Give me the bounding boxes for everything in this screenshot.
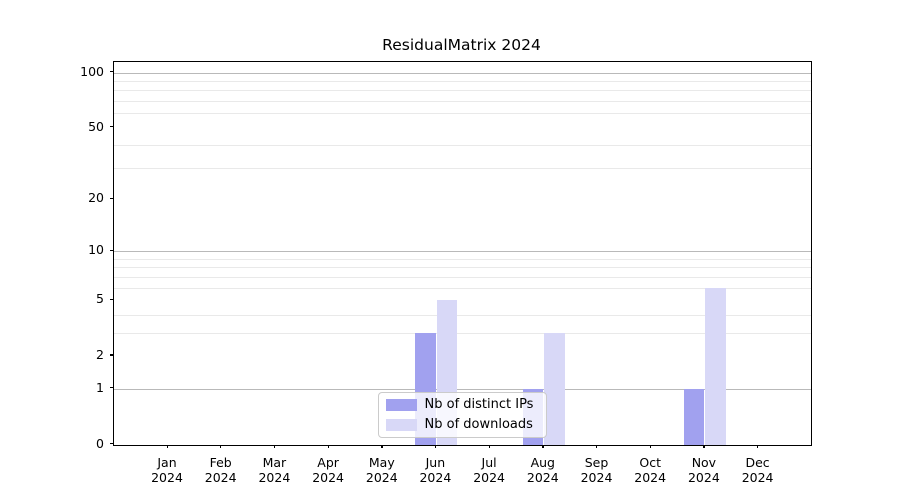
y-tick-mark — [109, 126, 113, 128]
x-tick-label-month: Dec — [745, 455, 770, 470]
x-tick-label: Dec 2024 — [726, 455, 790, 485]
gridline-minor — [114, 100, 811, 102]
x-tick-label-month: Jul — [481, 455, 497, 470]
x-tick-label-month: May — [368, 455, 395, 470]
x-tick-label-month: Oct — [639, 455, 661, 470]
x-tick-mark — [703, 444, 705, 449]
y-tick-label: 1 — [96, 379, 104, 395]
gridline-major — [114, 251, 811, 253]
x-tick-mark — [327, 444, 329, 449]
x-tick-mark — [649, 444, 651, 449]
x-tick-label: Nov 2024 — [672, 455, 736, 485]
legend-row: Nb of distinct IPs — [386, 396, 538, 413]
gridline-minor — [114, 267, 811, 269]
x-tick-mark — [757, 444, 759, 449]
y-tick-label: 10 — [88, 241, 104, 257]
x-tick-label-month: Jun — [425, 455, 446, 470]
x-tick-label: Apr 2024 — [296, 455, 360, 485]
legend-label: Nb of distinct IPs — [424, 397, 534, 413]
legend-label: Nb of downloads — [424, 417, 533, 433]
y-tick-label: 100 — [80, 63, 104, 79]
x-tick-label: Jul 2024 — [457, 455, 521, 485]
bar-downloads — [544, 332, 565, 445]
gridline-minor — [114, 314, 811, 316]
gridline-minor — [114, 80, 811, 82]
x-tick-mark — [381, 444, 383, 449]
x-tick-label-year: 2024 — [526, 470, 559, 486]
x-tick-label-year: 2024 — [151, 470, 183, 486]
x-tick-label-month: Mar — [262, 455, 287, 470]
gridline-minor — [114, 332, 811, 334]
legend-swatch-downloads — [386, 418, 417, 431]
legend-swatch-distinct-ips — [386, 398, 417, 411]
gridline-minor — [114, 258, 811, 260]
y-tick-mark — [109, 249, 113, 251]
gridline-minor — [114, 167, 811, 169]
x-tick-mark — [220, 444, 222, 449]
x-tick-mark — [488, 444, 490, 449]
x-tick-label: Jan 2024 — [135, 455, 199, 485]
x-tick-label: Oct 2024 — [618, 455, 682, 485]
x-tick-label-month: Jan — [157, 455, 177, 470]
gridline-minor — [114, 90, 811, 92]
x-tick-label-year: 2024 — [258, 470, 291, 486]
x-tick-label: May 2024 — [350, 455, 414, 485]
x-tick-label-year: 2024 — [204, 470, 237, 486]
x-tick-label-year: 2024 — [687, 470, 720, 486]
x-tick-label-month: Aug — [530, 455, 555, 470]
x-tick-label-month: Apr — [317, 455, 339, 470]
gridline-major — [114, 72, 811, 74]
gridline-minor — [114, 113, 811, 115]
y-tick-mark — [109, 354, 113, 356]
x-tick-mark — [166, 444, 168, 449]
x-tick-label: Sep 2024 — [565, 455, 629, 485]
y-tick-mark — [109, 71, 113, 73]
y-tick-mark — [109, 387, 113, 389]
gridline-minor — [114, 287, 811, 289]
x-tick-label: Mar 2024 — [242, 455, 306, 485]
y-tick-mark — [109, 298, 113, 300]
legend-row: Nb of downloads — [386, 416, 538, 433]
x-tick-label-year: 2024 — [580, 470, 613, 486]
y-tick-label: 5 — [96, 290, 104, 306]
legend: Nb of distinct IPs Nb of downloads — [378, 391, 547, 438]
y-tick-label: 2 — [96, 346, 104, 362]
chart-title: ResidualMatrix 2024 — [382, 36, 541, 54]
y-tick-label: 0 — [96, 435, 104, 451]
x-tick-mark — [596, 444, 598, 449]
gridline-minor — [114, 145, 811, 147]
x-tick-mark — [542, 444, 544, 449]
x-tick-label-year: 2024 — [741, 470, 774, 486]
gridline-minor — [114, 276, 811, 278]
x-tick-label-month: Feb — [209, 455, 232, 470]
x-tick-label: Jun 2024 — [403, 455, 467, 485]
x-tick-label: Aug 2024 — [511, 455, 575, 485]
plot-area — [113, 61, 812, 446]
bar-downloads — [705, 287, 726, 445]
y-tick-mark — [109, 443, 113, 445]
bar-distinct-ips — [683, 388, 705, 445]
y-tick-label: 20 — [88, 189, 104, 205]
x-tick-label-year: 2024 — [365, 470, 398, 486]
x-tick-label-month: Sep — [584, 455, 609, 470]
x-tick-label-year: 2024 — [419, 470, 452, 486]
x-tick-label: Feb 2024 — [189, 455, 253, 485]
x-tick-label-year: 2024 — [634, 470, 667, 486]
y-tick-mark — [109, 197, 113, 199]
x-tick-mark — [434, 444, 437, 449]
x-tick-label-year: 2024 — [312, 470, 344, 486]
x-tick-label-month: Nov — [691, 455, 717, 470]
gridline-major — [114, 388, 811, 390]
x-tick-label-year: 2024 — [473, 470, 505, 486]
x-tick-mark — [273, 444, 276, 449]
y-tick-label: 50 — [88, 118, 104, 134]
